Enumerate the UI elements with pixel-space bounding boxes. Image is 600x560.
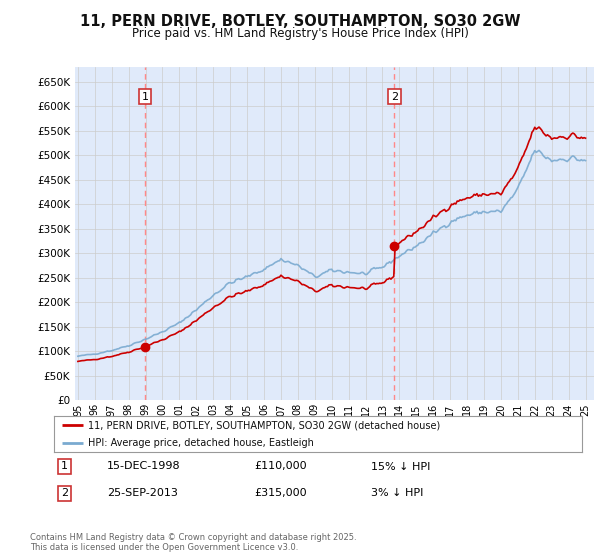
- Text: 1: 1: [142, 92, 148, 101]
- Text: 3% ↓ HPI: 3% ↓ HPI: [371, 488, 423, 498]
- Text: 15-DEC-1998: 15-DEC-1998: [107, 461, 181, 472]
- Text: 15% ↓ HPI: 15% ↓ HPI: [371, 461, 430, 472]
- Text: 2: 2: [391, 92, 398, 101]
- Text: 25-SEP-2013: 25-SEP-2013: [107, 488, 178, 498]
- Text: £315,000: £315,000: [254, 488, 307, 498]
- Text: 11, PERN DRIVE, BOTLEY, SOUTHAMPTON, SO30 2GW: 11, PERN DRIVE, BOTLEY, SOUTHAMPTON, SO3…: [80, 14, 520, 29]
- Text: HPI: Average price, detached house, Eastleigh: HPI: Average price, detached house, East…: [88, 438, 314, 448]
- Text: Price paid vs. HM Land Registry's House Price Index (HPI): Price paid vs. HM Land Registry's House …: [131, 27, 469, 40]
- Text: 1: 1: [61, 461, 68, 472]
- Text: Contains HM Land Registry data © Crown copyright and database right 2025.: Contains HM Land Registry data © Crown c…: [30, 533, 356, 542]
- Text: £110,000: £110,000: [254, 461, 307, 472]
- Text: 2: 2: [61, 488, 68, 498]
- Text: 11, PERN DRIVE, BOTLEY, SOUTHAMPTON, SO30 2GW (detached house): 11, PERN DRIVE, BOTLEY, SOUTHAMPTON, SO3…: [88, 421, 440, 430]
- Text: This data is licensed under the Open Government Licence v3.0.: This data is licensed under the Open Gov…: [30, 543, 298, 552]
